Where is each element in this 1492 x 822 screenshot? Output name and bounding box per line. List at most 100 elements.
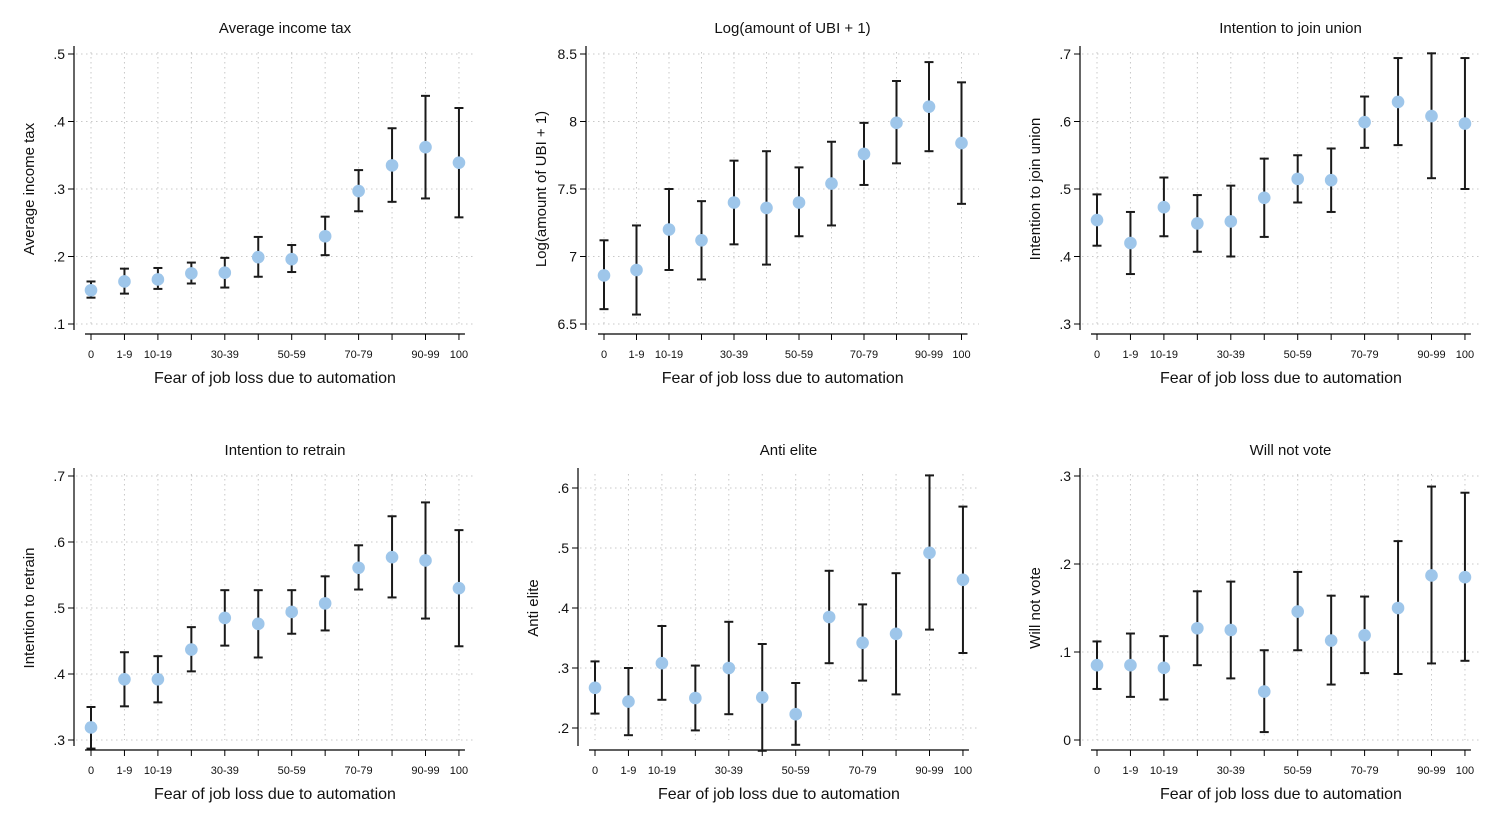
x-axis-label: Fear of job loss due to automation — [1160, 370, 1402, 387]
data-point — [1157, 200, 1171, 214]
y-tick-label: .3 — [53, 732, 65, 748]
data-point — [84, 721, 98, 734]
data-point — [923, 546, 936, 560]
data-point — [1224, 623, 1238, 637]
x-tick-label: 90-99 — [915, 765, 943, 777]
x-tick-label: 50-59 — [782, 765, 810, 777]
data-point — [922, 100, 936, 113]
y-tick-label: 7.5 — [558, 181, 578, 197]
data-point — [218, 266, 232, 280]
data-point — [385, 159, 399, 172]
data-point — [588, 681, 602, 695]
data-point — [1124, 236, 1137, 250]
x-tick-label: 0 — [88, 349, 94, 361]
data-point — [452, 581, 466, 595]
y-axis-label: Average income tax — [21, 122, 38, 255]
data-point — [655, 656, 669, 670]
data-point — [722, 661, 736, 675]
x-tick-label: 1-9 — [116, 349, 132, 361]
x-axis-label: Fear of job loss due to automation — [658, 786, 900, 803]
x-tick-label: 0 — [592, 765, 598, 777]
y-tick-label: .5 — [557, 540, 569, 556]
y-tick-label: 0 — [1063, 732, 1071, 748]
y-axis-label: Will not vote — [1027, 567, 1044, 649]
chart-title: Intention to join union — [1219, 20, 1362, 37]
y-axis-label: Anti elite — [525, 579, 542, 637]
x-tick-label: 10-19 — [1150, 349, 1178, 361]
x-tick-label: 90-99 — [411, 349, 439, 361]
y-tick-label: .1 — [1059, 644, 1071, 660]
x-tick-label: 70-79 — [345, 349, 373, 361]
data-point — [318, 597, 332, 610]
y-tick-label: .6 — [1059, 114, 1071, 130]
x-tick-label: 70-79 — [849, 765, 877, 777]
y-axis-label: Log(amount of UBI + 1) — [533, 111, 550, 267]
data-point — [622, 695, 635, 708]
y-tick-label: .2 — [557, 720, 569, 736]
data-point — [822, 610, 836, 624]
data-point — [1090, 658, 1104, 672]
data-point — [1425, 109, 1438, 123]
data-point — [689, 691, 702, 705]
data-point — [419, 140, 432, 154]
y-tick-label: .4 — [557, 600, 569, 616]
x-tick-label: 30-39 — [1217, 765, 1245, 777]
data-point — [1324, 634, 1338, 647]
data-point — [318, 229, 332, 243]
data-point — [1191, 217, 1204, 230]
x-tick-label: 0 — [1094, 765, 1100, 777]
x-tick-label: 50-59 — [785, 349, 813, 361]
data-point — [695, 234, 708, 247]
data-point — [789, 707, 802, 721]
data-point — [1191, 621, 1204, 635]
x-tick-label: 30-39 — [715, 765, 743, 777]
x-tick-label: 10-19 — [648, 765, 676, 777]
x-tick-label: 100 — [450, 765, 468, 777]
data-point — [1391, 601, 1405, 615]
data-point — [1090, 213, 1104, 227]
data-point — [1257, 685, 1271, 698]
chart-title: Will not vote — [1250, 442, 1332, 459]
x-tick-label: 0 — [601, 349, 607, 361]
y-tick-label: .4 — [53, 666, 65, 682]
data-point — [352, 561, 365, 575]
x-axis-label: Fear of job loss due to automation — [662, 370, 904, 387]
data-point — [857, 147, 871, 161]
y-tick-label: .5 — [53, 600, 65, 616]
x-tick-label: 1-9 — [116, 765, 132, 777]
x-tick-label: 0 — [1094, 349, 1100, 361]
data-point — [662, 223, 676, 236]
data-point — [1291, 172, 1304, 186]
x-tick-label: 30-39 — [211, 349, 239, 361]
x-tick-label: 100 — [952, 349, 970, 361]
data-point — [385, 550, 399, 564]
x-tick-label: 10-19 — [1150, 765, 1178, 777]
chart-panel-6: Will not vote 0 .1 .2 .3 0 1-9 10-19 30-39 50-59 7… — [1027, 442, 1481, 803]
y-tick-label: 8 — [569, 114, 577, 130]
chart-title: Anti elite — [760, 442, 818, 459]
y-tick-label: .4 — [53, 114, 65, 130]
data-point — [1224, 215, 1238, 228]
x-tick-label: 30-39 — [211, 765, 239, 777]
chart-title: Average income tax — [219, 20, 352, 37]
data-point — [1324, 173, 1338, 187]
y-tick-label: .7 — [53, 468, 65, 484]
data-point — [452, 156, 466, 169]
x-tick-label: 30-39 — [1217, 349, 1245, 361]
x-tick-label: 1-9 — [629, 349, 645, 361]
data-point — [185, 267, 198, 280]
x-tick-label: 50-59 — [278, 349, 306, 361]
data-point — [1458, 570, 1472, 584]
data-point — [727, 196, 741, 209]
data-point — [251, 250, 265, 264]
x-tick-label: 10-19 — [144, 765, 172, 777]
x-tick-label: 70-79 — [1351, 349, 1379, 361]
x-tick-label: 1-9 — [1122, 349, 1138, 361]
chart-panel-1: Average income tax .1 .2 .3 .4 .5 0 1-9 10-19 30-… — [21, 20, 476, 387]
x-tick-label: 50-59 — [1284, 349, 1312, 361]
x-tick-label: 90-99 — [411, 765, 439, 777]
data-point — [1358, 115, 1371, 129]
x-tick-label: 50-59 — [278, 765, 306, 777]
data-point — [118, 672, 131, 686]
data-point — [251, 617, 265, 631]
